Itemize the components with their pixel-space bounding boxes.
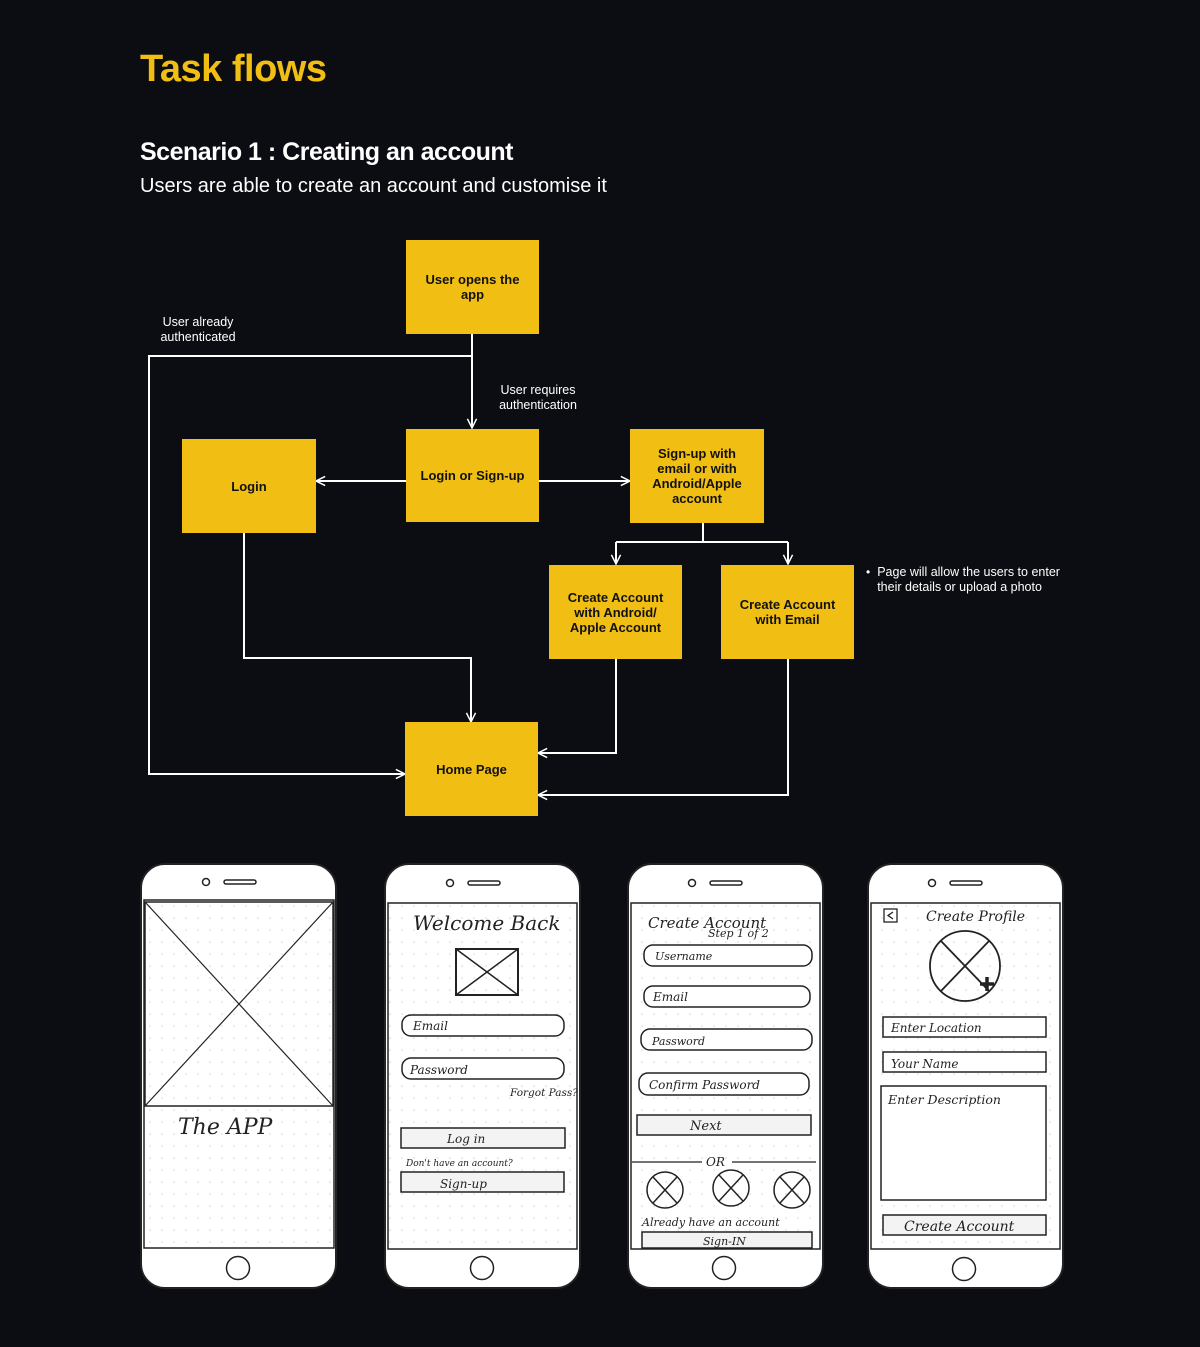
create-title: Create Account (648, 914, 767, 932)
speaker-icon (709, 880, 743, 886)
edge-signup-split (616, 522, 788, 543)
social-login-placeholder-icon (646, 1171, 684, 1209)
back-icon (883, 908, 898, 923)
logo-placeholder-icon (455, 948, 519, 996)
edge-android-to-home (538, 658, 617, 753)
label-already-authenticated: User already authenticated (160, 315, 236, 344)
profile-title: Create Profile (926, 909, 1025, 925)
add-photo-icon (980, 977, 994, 991)
node-user-opens-app: User opens the app (406, 240, 539, 334)
node-login: Login (182, 439, 316, 533)
phone-login: Welcome Back Email Password Forgot Pass?… (384, 863, 581, 1289)
signin-button-label: Sign-IN (703, 1235, 746, 1248)
login-button (400, 1127, 566, 1149)
email-field (401, 1014, 565, 1037)
create-step: Step 1 of 2 (708, 927, 769, 940)
no-account-text: Don't have an account? (405, 1159, 513, 1169)
social-login-placeholder-icon (712, 1169, 750, 1207)
forgot-password-link: Forgot Pass? (509, 1087, 578, 1099)
phone-create-profile: Create Profile Enter Location Your Name … (867, 863, 1064, 1289)
scenario-title: Scenario 1 : Creating an account (140, 138, 514, 166)
confirm-password-label: Confirm Password (649, 1078, 760, 1092)
flow-connectors (148, 334, 1200, 830)
email-label: Email (652, 990, 688, 1004)
splash-text: The APP (178, 1115, 274, 1140)
home-button-icon (225, 1255, 251, 1281)
edge-login-to-home (243, 533, 471, 722)
email-label: Email (412, 1019, 448, 1033)
description-label: Enter Description (887, 1092, 1001, 1107)
speaker-icon (467, 880, 501, 886)
description-field (880, 1085, 1047, 1201)
note-create-email: • Page will allow the users to enter the… (866, 565, 1066, 595)
password-field (640, 1028, 813, 1051)
confirm-password-field (638, 1072, 810, 1096)
create-account-button (882, 1214, 1047, 1236)
already-have-account-text: Already have an account (641, 1216, 780, 1229)
signin-button (641, 1231, 813, 1249)
node-login-or-signup: Login or Sign-up (406, 429, 539, 522)
speaker-icon (949, 880, 983, 886)
bullet-icon: • (866, 565, 871, 579)
create-account-button-label: Create Account (904, 1219, 1015, 1235)
page-title: Task flows (140, 48, 327, 90)
edge-already-auth-to-home (148, 355, 472, 774)
node-create-android-apple: Create Account with Android/ Apple Accou… (549, 565, 682, 659)
login-button-label: Log in (446, 1132, 485, 1146)
camera-icon (201, 877, 211, 887)
camera-icon (927, 878, 937, 888)
next-button (636, 1114, 812, 1136)
name-label: Your Name (891, 1057, 959, 1071)
edge-email-to-home (538, 658, 789, 795)
username-field (643, 944, 813, 967)
screen-area (143, 899, 335, 1249)
label-requires-authentication: User requires authentication (499, 383, 577, 412)
scenario-description: Users are able to create an account and … (140, 175, 607, 197)
login-title: Welcome Back (413, 911, 561, 935)
location-label: Enter Location (890, 1021, 982, 1035)
note-text: Page will allow the users to enter their… (877, 565, 1060, 594)
home-button-icon (711, 1255, 737, 1281)
image-placeholder-icon (144, 901, 334, 1107)
location-field (882, 1016, 1047, 1038)
node-signup-options: Sign-up with email or with Android/Apple… (630, 429, 764, 523)
password-label: Password (651, 1035, 705, 1048)
password-field (401, 1057, 565, 1080)
next-button-label: Next (689, 1119, 722, 1134)
signup-button (400, 1171, 565, 1193)
username-label: Username (655, 950, 713, 963)
phone-create-account: Create Account Step 1 of 2 Username Emai… (627, 863, 824, 1289)
password-label: Password (409, 1063, 468, 1077)
speaker-icon (223, 879, 257, 885)
camera-icon (445, 878, 455, 888)
camera-icon (687, 878, 697, 888)
home-button-icon (469, 1255, 495, 1281)
node-home-page: Home Page (405, 722, 538, 816)
name-field (882, 1051, 1047, 1073)
home-button-icon (951, 1256, 977, 1282)
or-divider: OR (706, 1155, 725, 1169)
social-login-placeholder-icon (773, 1171, 811, 1209)
phone-splash: The APP (140, 863, 337, 1289)
email-field (643, 985, 811, 1008)
node-create-email: Create Account with Email (721, 565, 854, 659)
signup-button-label: Sign-up (440, 1177, 487, 1191)
